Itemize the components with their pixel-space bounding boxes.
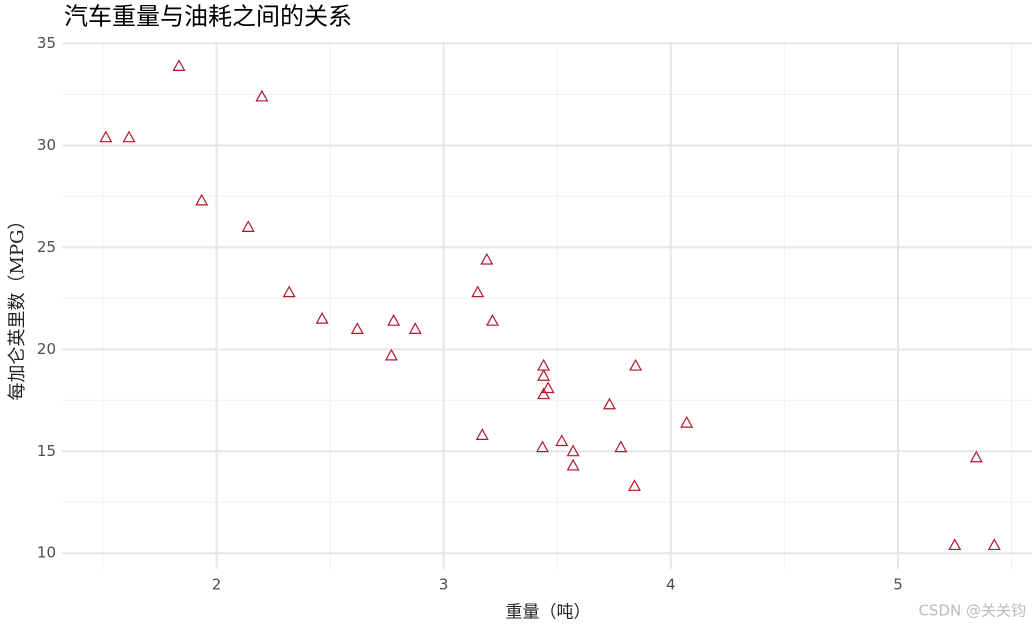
point bbox=[99, 130, 113, 143]
point bbox=[241, 220, 255, 233]
x-tick-label: 4 bbox=[666, 576, 676, 594]
point bbox=[680, 415, 694, 428]
point bbox=[629, 358, 643, 371]
point bbox=[602, 397, 616, 410]
x-tick-label: 5 bbox=[893, 576, 903, 594]
point bbox=[566, 458, 580, 471]
point bbox=[537, 387, 551, 400]
point bbox=[282, 285, 296, 298]
point bbox=[537, 358, 551, 371]
point bbox=[384, 348, 398, 361]
point bbox=[614, 440, 628, 453]
watermark: CSDN @关关钧 bbox=[918, 602, 1026, 620]
point bbox=[387, 314, 401, 326]
point bbox=[471, 285, 485, 298]
point bbox=[566, 444, 580, 457]
point bbox=[480, 252, 494, 265]
point bbox=[195, 193, 209, 206]
x-tick-label: 3 bbox=[439, 576, 449, 594]
y-tick-label: 15 bbox=[37, 442, 56, 460]
x-tick-label: 2 bbox=[212, 576, 222, 594]
point bbox=[315, 312, 329, 324]
point bbox=[555, 434, 569, 447]
y-tick-label: 10 bbox=[37, 544, 56, 562]
point bbox=[172, 59, 186, 71]
point bbox=[408, 322, 422, 334]
y-tick-label: 20 bbox=[37, 340, 56, 358]
point bbox=[255, 89, 269, 102]
point bbox=[987, 538, 1001, 551]
point bbox=[535, 440, 549, 453]
y-tick-label: 25 bbox=[37, 238, 56, 256]
point bbox=[485, 314, 499, 326]
y-tick-label: 35 bbox=[37, 34, 56, 52]
point bbox=[537, 369, 551, 381]
y-tick-label: 30 bbox=[37, 136, 56, 154]
point bbox=[541, 381, 555, 394]
point bbox=[969, 450, 983, 463]
chart-title: 汽车重量与油耗之间的关系 bbox=[64, 3, 352, 31]
point bbox=[627, 479, 641, 491]
point bbox=[948, 538, 962, 551]
point bbox=[122, 130, 136, 143]
y-axis-label: 每加仑英里数（MPG） bbox=[7, 212, 28, 401]
point bbox=[475, 428, 489, 440]
x-axis-label: 重量（吨） bbox=[506, 603, 591, 623]
point bbox=[350, 322, 364, 334]
